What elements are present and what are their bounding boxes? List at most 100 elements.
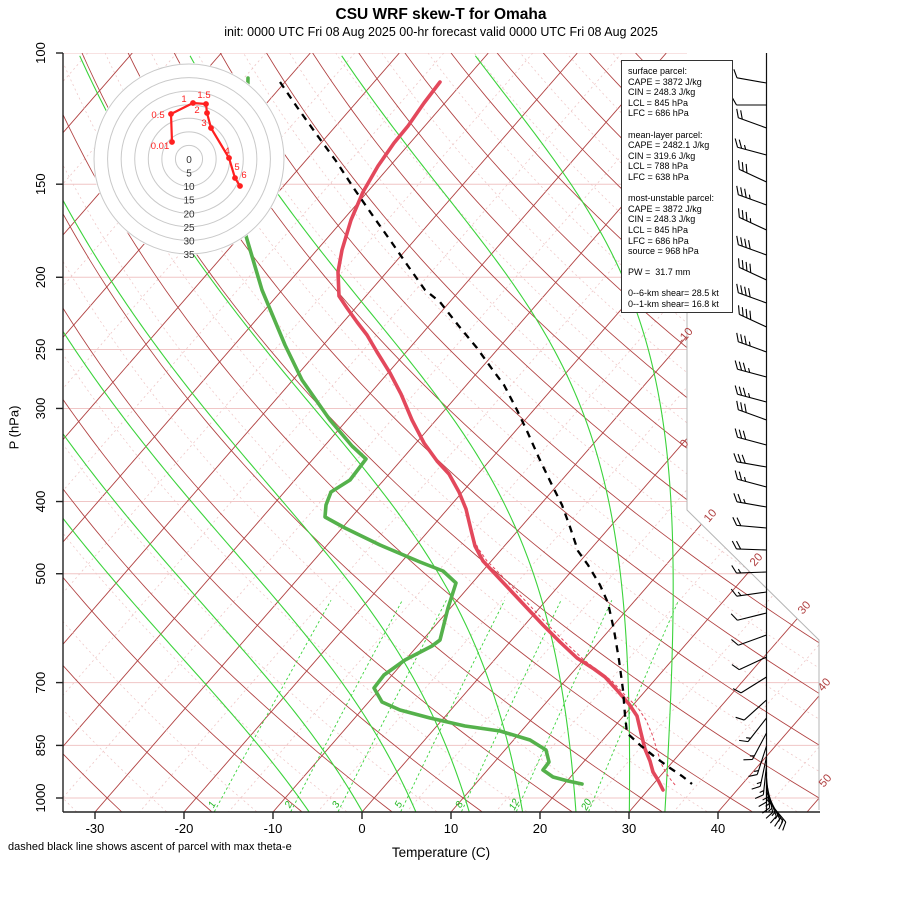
wind-barb-staff [736, 77, 767, 84]
page-title: CSU WRF skew-T for Omaha [335, 6, 547, 23]
moist-adiabat-line [63, 55, 417, 812]
wind-barb-full-tick [751, 785, 761, 790]
info-line: LFC = 686 hPa [628, 108, 689, 119]
hodograph-height-label: 0.01 [151, 141, 170, 152]
hodograph-ring-label: 15 [183, 196, 195, 207]
wind-barb-full-tick [731, 664, 740, 671]
wind-barb-full-tick [732, 688, 742, 694]
wind-barb-full-tick [738, 471, 743, 481]
isotherm-line [317, 53, 819, 812]
wind-barb-staff [740, 676, 767, 694]
info-line: CAPE = 3872 J/kg [628, 76, 702, 87]
wind-barb-staff [751, 732, 767, 760]
dry-adiabat-line [63, 53, 708, 812]
wind-barb-full-tick [734, 470, 739, 480]
info-spacer [628, 257, 732, 268]
wind-barb-full-tick [744, 188, 747, 198]
wind-barb-full-tick [737, 305, 740, 315]
info-line: most-unstable parcel: [628, 193, 715, 204]
wind-barb-staff [738, 244, 767, 256]
wind-barb-staff [738, 409, 767, 421]
wind-barb-staff [743, 699, 767, 721]
hodograph-ring-label: 30 [183, 236, 195, 247]
temperature-tick-label: 30 [622, 821, 636, 836]
moist-adiabat-line [341, 55, 631, 812]
info-line: source = 968 hPa [628, 246, 699, 257]
info-line: CIN = 248.3 J/kg [628, 87, 696, 98]
y-axis-label: P (hPa) [6, 405, 22, 450]
hodograph-trace-point [203, 101, 209, 107]
wind-barb-full-tick [738, 429, 743, 439]
wind-barb-full-tick [741, 307, 744, 317]
wind-barb-half-tick [756, 781, 762, 785]
wind-barb-half-tick [748, 194, 751, 200]
hodograph-trace-point [190, 100, 196, 106]
wind-barb-full-tick [731, 565, 737, 574]
pressure-tick-label: 500 [33, 563, 48, 585]
wind-barb-full-tick [737, 493, 742, 503]
hodograph-trace-point [204, 110, 210, 116]
info-line: surface parcel: [628, 66, 688, 76]
isotherm-line [63, 53, 489, 812]
mixing-ratio-label: 5 [393, 799, 406, 809]
wind-barb-staff [737, 368, 767, 378]
isotherm-line [852, 53, 900, 812]
mixing-ratio-line [588, 600, 680, 812]
wind-barb-half-tick [759, 790, 765, 793]
isotherm-value-label: 0 [678, 438, 691, 451]
wind-barb-full-tick [769, 816, 777, 824]
wind-barb-staff [736, 571, 767, 574]
info-spacer [628, 278, 732, 289]
dewpoint-curve [244, 76, 584, 786]
wind-barb-full-tick [749, 310, 752, 320]
hodograph-height-label: 1 [181, 94, 186, 105]
wind-barb-full-tick [745, 163, 748, 173]
wind-barb-full-tick [734, 360, 739, 370]
isotherm-line [628, 53, 819, 812]
wind-barb-full-tick [730, 613, 738, 621]
hodograph-height-label: 1.5 [197, 90, 210, 101]
info-line: 0--6-km shear= 28.5 kt [628, 288, 719, 299]
pressure-tick-label: 400 [33, 491, 48, 513]
wind-barb-staff [736, 591, 767, 597]
wind-barb-staff [737, 436, 767, 446]
info-line: CAPE = 2482.1 J/kg [628, 140, 710, 151]
wind-barb-staff [738, 634, 767, 646]
wind-barb-half-tick [743, 144, 747, 150]
info-spacer [628, 119, 732, 130]
dry-adiabat-line [142, 53, 819, 812]
wind-barb-full-tick [731, 639, 739, 646]
wind-barb-full-tick [738, 386, 743, 396]
wind-barb-half-tick [774, 814, 779, 820]
hodograph-trace-point [208, 125, 214, 131]
mixing-ratio-line [213, 600, 332, 812]
info-line: LCL = 788 hPa [628, 161, 688, 172]
wind-barb-full-tick [730, 588, 738, 597]
hodograph-trace-point [237, 183, 243, 189]
isotherm-value-label: -10 [676, 326, 696, 346]
wind-barb-staff [737, 612, 767, 621]
temperature-tick-label: 0 [358, 821, 365, 836]
dry-adiabat-line [63, 53, 302, 812]
hodograph-height-label: 2 [194, 105, 199, 116]
wind-barb-full-tick [736, 185, 739, 195]
wind-barb-staff [762, 764, 768, 795]
wind-barb-half-tick [747, 368, 751, 373]
dry-adiabat-line [256, 53, 819, 812]
wind-barb-staff [766, 798, 787, 823]
dry-adiabat-line [188, 53, 819, 812]
wind-barb-full-tick [762, 807, 770, 814]
wind-barb-staff [738, 194, 767, 206]
isotherm-line [762, 53, 819, 812]
wind-barb-full-tick [736, 108, 739, 118]
dry-adiabat-line [63, 53, 528, 812]
wind-barb-full-tick [733, 453, 738, 462]
wind-barb-full-tick [754, 794, 764, 799]
isotherm-line [539, 53, 819, 812]
wind-barb-staff [739, 656, 767, 671]
wind-barb-full-tick [745, 211, 748, 221]
pressure-tick-label: 700 [33, 672, 48, 694]
